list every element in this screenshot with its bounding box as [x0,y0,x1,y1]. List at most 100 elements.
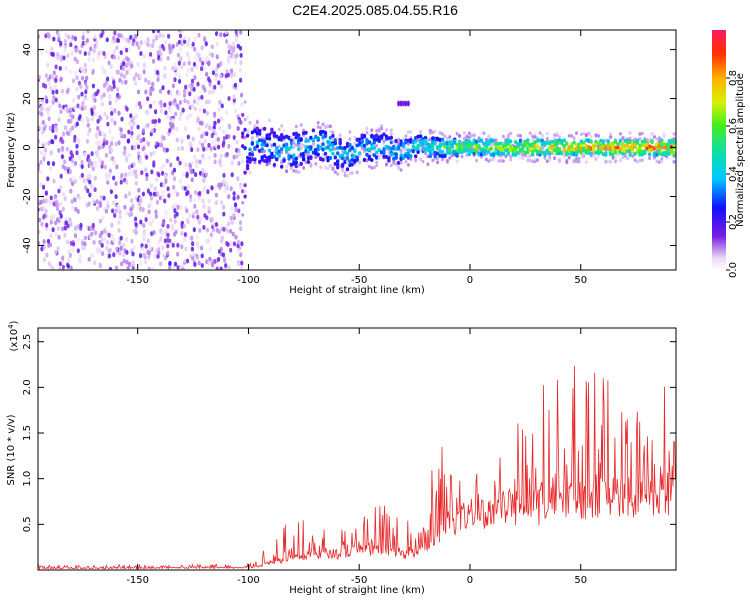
heatmap-cell [533,135,537,139]
y-tick-label: 1.0 [22,471,33,487]
heatmap-cell [83,179,87,184]
heatmap-cell [56,32,61,37]
heatmap-cell [467,135,471,139]
heatmap-cell [487,159,491,163]
heatmap-cell [124,79,128,85]
heatmap-cell [110,117,114,123]
heatmap-cell [258,149,262,153]
heatmap-cell [389,135,393,140]
heatmap-cell [272,149,276,153]
heatmap-cell [262,126,267,131]
heatmap-cell [614,159,617,164]
heatmap-cell [333,138,337,143]
heatmap-cell [220,116,224,122]
heatmap-cell [159,56,163,62]
heatmap-cell [222,211,226,217]
x-tick-label: 50 [574,575,587,586]
heatmap-cell [205,131,209,137]
heatmap-cell [54,134,58,140]
heatmap-cell [355,155,359,160]
heatmap-cell [579,132,583,137]
heatmap-cell [73,179,77,184]
heatmap-cell [80,106,85,111]
heatmap-cell [528,131,532,135]
heatmap-cell [431,130,435,135]
heatmap-cell [127,61,131,66]
heatmap-cell [272,142,277,147]
heatmap-cell [200,45,204,51]
heatmap-cell [241,134,245,139]
heatmap-cell [440,137,445,142]
heatmap-cell [75,75,79,81]
heatmap-cell [579,150,584,155]
heatmap-cell [187,55,191,61]
heatmap-cell [227,194,231,200]
heatmap-cell [173,77,177,83]
heatmap-cell [78,155,82,161]
heatmap-cell [125,157,129,163]
heatmap-cell [166,251,170,256]
heatmap-cell [101,251,105,256]
heatmap-cell [125,237,129,242]
heatmap-cell [230,220,234,225]
heatmap-cell [197,126,201,132]
heatmap-cell [54,97,58,103]
heatmap-cell [159,142,164,148]
heatmap-cell [159,51,163,57]
heatmap-cell [404,134,408,138]
heatmap-cell [102,92,106,98]
heatmap-cell [280,147,284,152]
heatmap-cell [127,191,131,197]
heatmap-cell [82,31,86,37]
heatmap-cell [198,190,202,196]
heatmap-cell [38,229,41,235]
heatmap-cell [175,211,179,217]
heatmap-cell [297,170,301,174]
heatmap-cell [394,139,398,143]
heatmap-cell [528,147,532,152]
heatmap-cell [248,159,252,164]
heatmap-cell [60,154,64,160]
heatmap-cell [192,211,196,216]
heatmap-cell [139,253,143,259]
heatmap-cell [67,131,71,137]
heatmap-cell [51,52,55,57]
heatmap-cell [545,131,549,136]
heatmap-cell [323,134,328,139]
heatmap-cell [161,135,165,140]
heatmap-cell [73,56,77,62]
heatmap-cell [98,218,102,224]
heatmap-cell [157,172,161,178]
heatmap-cell [282,158,286,163]
heatmap-cell [285,169,289,173]
heatmap-cell [232,213,236,218]
heatmap-cell [657,136,661,140]
heatmap-cell [145,172,149,178]
heatmap-cell [406,148,411,153]
heatmap-cell [171,123,175,128]
heatmap-cell [116,38,120,43]
heatmap-cell [177,146,181,152]
heatmap-cell [262,139,267,144]
heatmap-cell [489,146,493,151]
heatmap-cell [147,254,151,260]
heatmap-cell [175,126,179,132]
heatmap-cell [380,126,384,131]
heatmap-cell [58,267,62,270]
heatmap-cell [574,147,579,151]
heatmap-cell [105,115,109,120]
heatmap-cell [218,158,222,164]
heatmap-cell [262,154,267,159]
heatmap-cell [202,108,206,114]
heatmap-cell [268,118,271,123]
heatmap-cell [280,164,284,169]
heatmap-cell [90,107,94,113]
heatmap-cell [263,149,267,154]
heatmap-cell [170,224,174,229]
heatmap-cell [243,127,247,132]
heatmap-cell [163,102,167,108]
x-tick-label: -150 [126,575,149,586]
heatmap-cell [139,74,143,80]
heatmap-cell [196,81,200,87]
heatmap-cell [168,43,172,48]
